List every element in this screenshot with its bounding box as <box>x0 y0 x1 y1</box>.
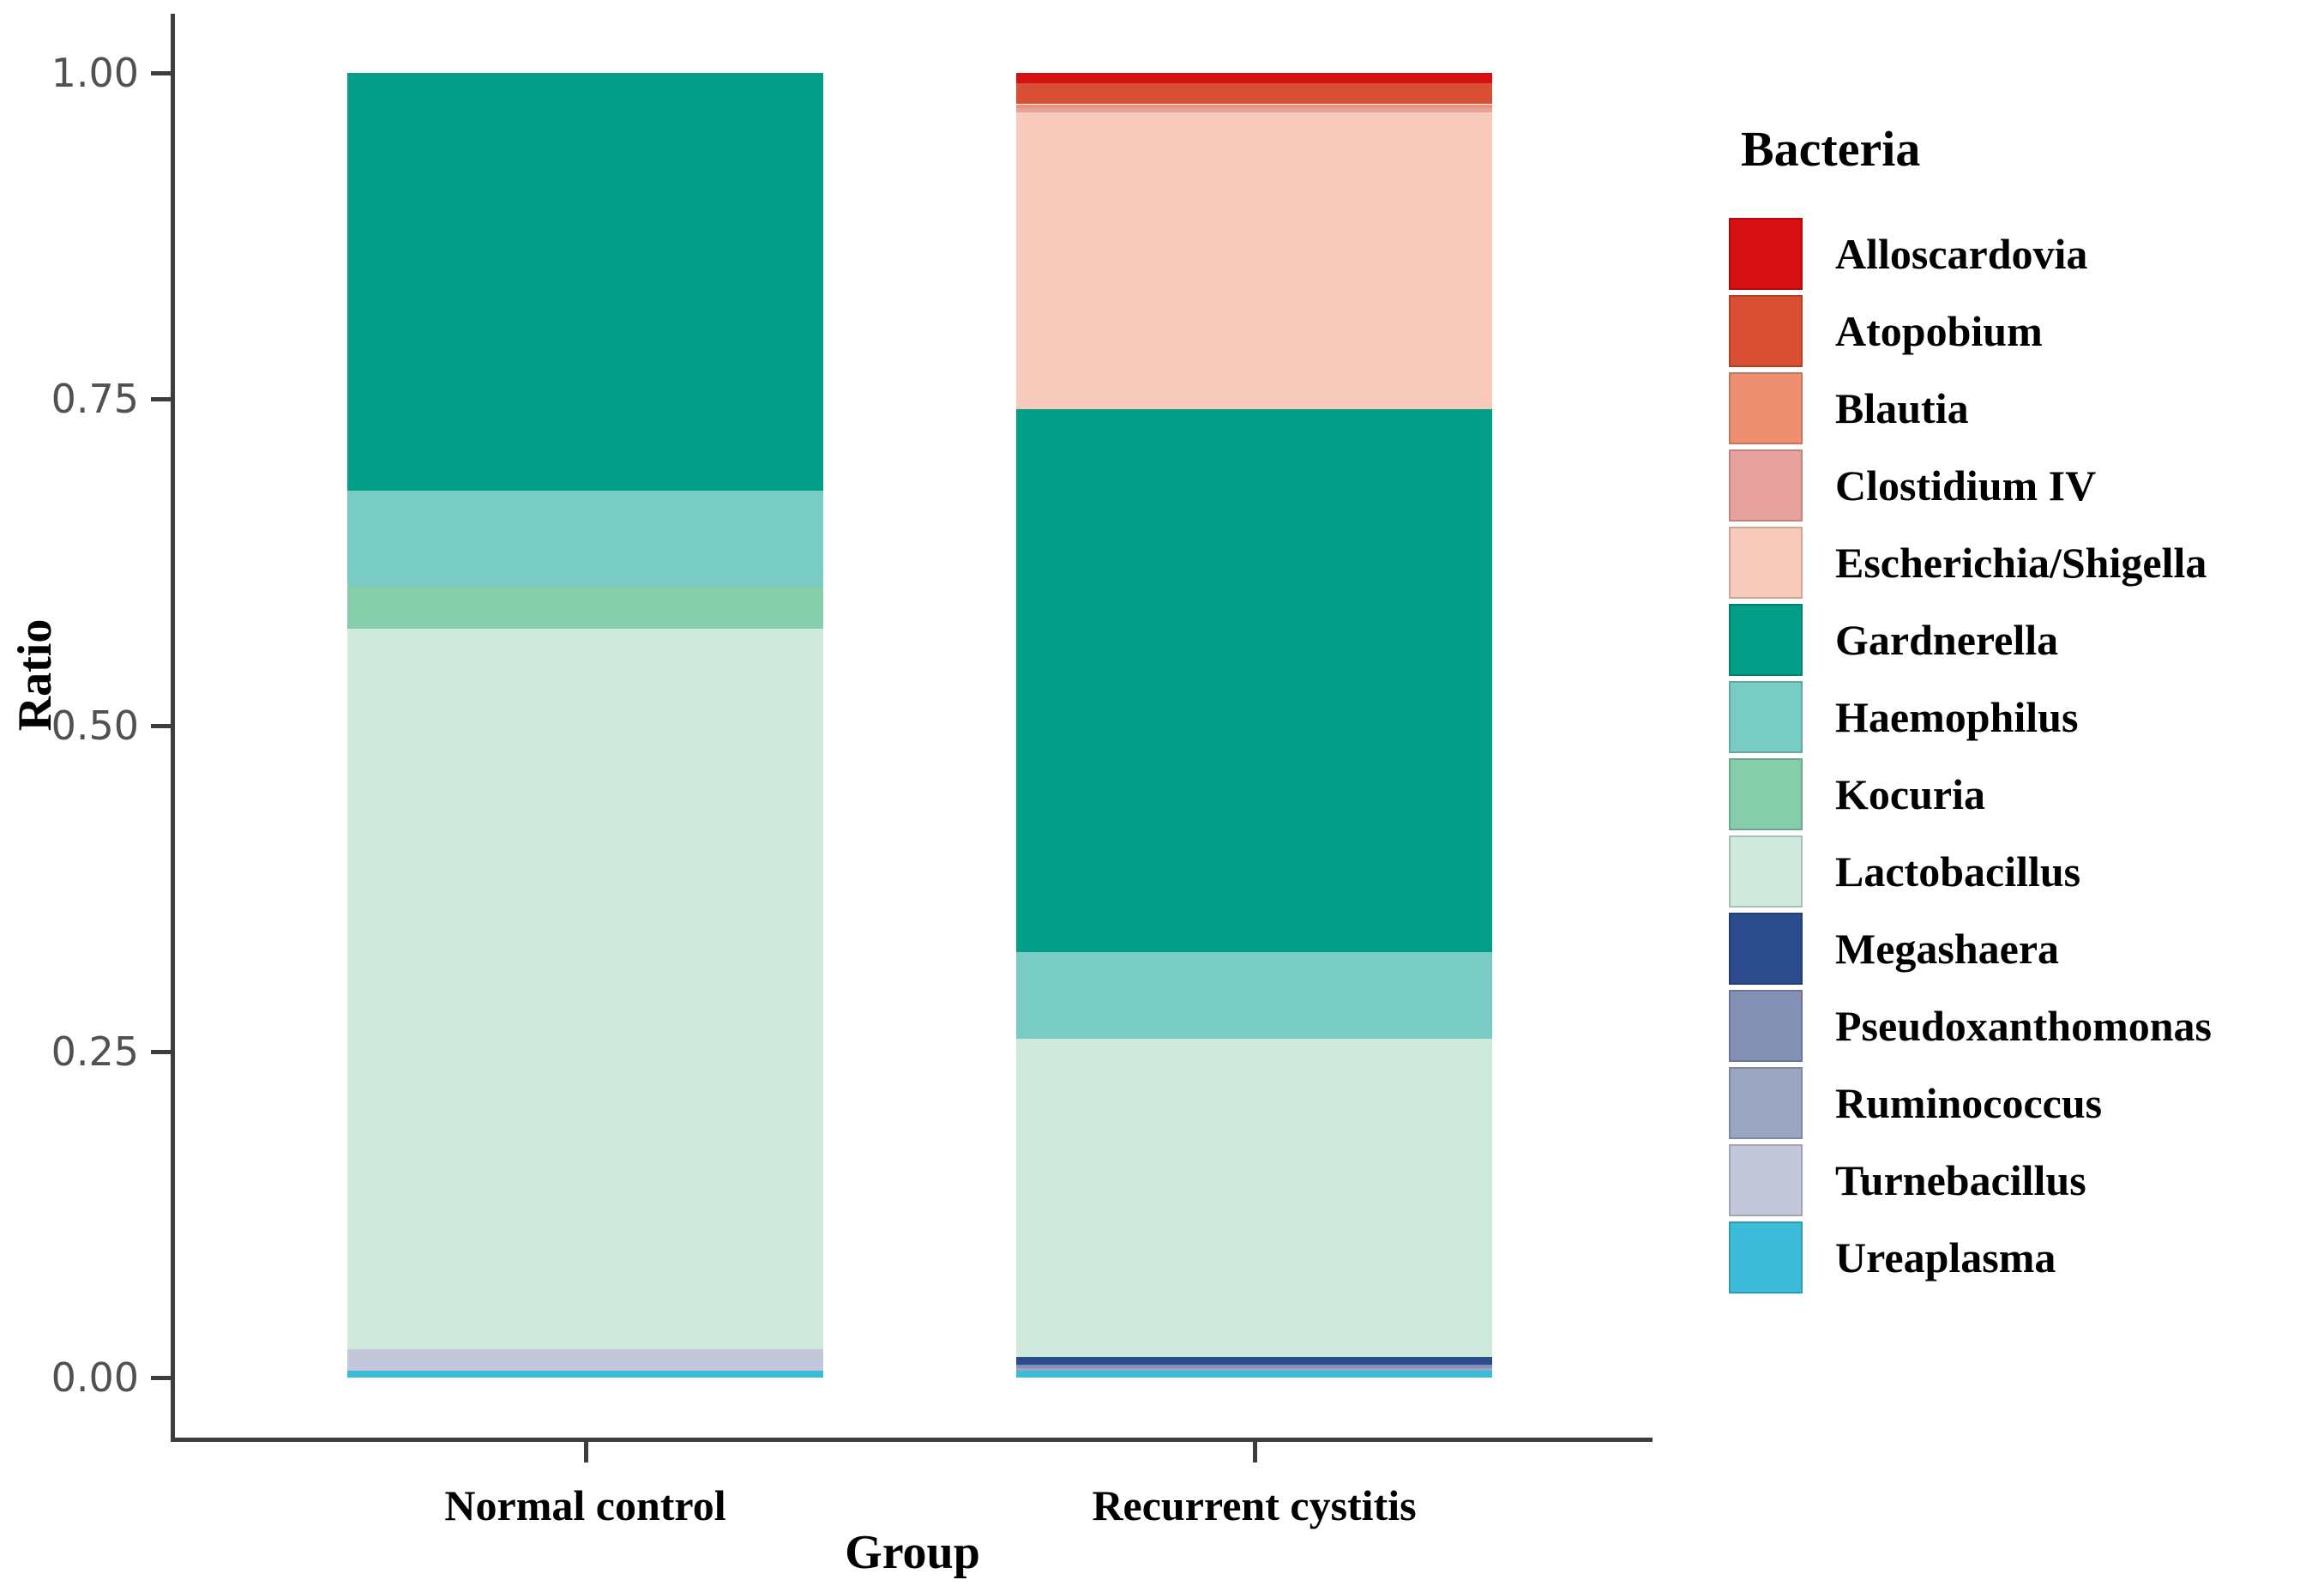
bar-segment-recurrent-cystitis-pseudoxanthomonas <box>1016 1364 1492 1369</box>
bar-segment-recurrent-cystitis-clostidium-iv <box>1016 108 1492 112</box>
legend-swatch-pseudoxanthomonas <box>1729 990 1803 1062</box>
bar-normal-control <box>347 73 823 1378</box>
legend-label-haemophilus: Haemophilus <box>1835 693 2079 741</box>
legend-swatch-haemophilus <box>1729 681 1803 753</box>
legend-item-lactobacillus: Lactobacillus <box>1729 833 2321 910</box>
legend-title: Bacteria <box>1741 121 1921 177</box>
bar-segment-recurrent-cystitis-atopobium <box>1016 83 1492 105</box>
bar-segment-recurrent-cystitis-blautia <box>1016 104 1492 109</box>
legend-swatch-ureaplasma <box>1729 1221 1803 1294</box>
legend-item-gardnerella: Gardnerella <box>1729 601 2321 678</box>
legend-item-pseudoxanthomonas: Pseudoxanthomonas <box>1729 987 2321 1064</box>
y-axis-title: Ratio <box>9 618 62 732</box>
legend-swatch-atopobium <box>1729 295 1803 367</box>
bar-segment-recurrent-cystitis-ureaplasma <box>1016 1371 1492 1378</box>
bar-segment-recurrent-cystitis-alloscardovia <box>1016 73 1492 84</box>
bar-segment-normal-control-kocuria <box>347 585 823 629</box>
legend-label-turnebacillus: Turnebacillus <box>1835 1156 2086 1204</box>
bar-segment-normal-control-haemophilus <box>347 490 823 586</box>
bar-segment-normal-control-ureaplasma <box>347 1371 823 1378</box>
legend-item-escherichia-shigella: Escherichia/Shigella <box>1729 524 2321 601</box>
bar-segment-normal-control-lactobacillus <box>347 628 823 1349</box>
legend-item-megashaera: Megashaera <box>1729 910 2321 987</box>
y-tick-mark-0.25 <box>151 1049 172 1054</box>
legend-label-alloscardovia: Alloscardovia <box>1835 230 2088 278</box>
legend: Bacteria Alloscardovia Atopobium Blautia Cl… <box>1729 120 2321 1296</box>
legend-swatch-blautia <box>1729 372 1803 444</box>
y-tick-label-1.00: 1.00 <box>51 50 139 96</box>
legend-item-clostidium-iv: Clostidium IV <box>1729 447 2321 524</box>
legend-swatch-turnebacillus <box>1729 1144 1803 1216</box>
legend-label-megashaera: Megashaera <box>1835 925 2060 973</box>
bar-segment-recurrent-cystitis-lactobacillus <box>1016 1038 1492 1357</box>
legend-item-ruminococcus: Ruminococcus <box>1729 1064 2321 1142</box>
legend-swatch-clostidium-iv <box>1729 449 1803 522</box>
legend-swatch-gardnerella <box>1729 604 1803 676</box>
y-tick-label-0.75: 0.75 <box>51 376 139 423</box>
legend-swatch-alloscardovia <box>1729 218 1803 290</box>
legend-label-ureaplasma: Ureaplasma <box>1835 1233 2056 1281</box>
legend-swatch-megashaera <box>1729 913 1803 985</box>
x-tick-mark-recurrent-cystitis <box>1252 1442 1257 1462</box>
bar-segment-recurrent-cystitis-gardnerella <box>1016 409 1492 953</box>
legend-item-kocuria: Kocuria <box>1729 756 2321 833</box>
bar-recurrent-cystitis <box>1016 73 1492 1378</box>
y-tick-label-0.00: 0.00 <box>51 1354 139 1401</box>
legend-item-blautia: Blautia <box>1729 370 2321 447</box>
y-tick-mark-0.50 <box>151 723 172 728</box>
x-axis-title: Group <box>845 1526 980 1579</box>
legend-label-kocuria: Kocuria <box>1835 770 1985 818</box>
y-tick-mark-1.00 <box>151 71 172 75</box>
y-axis-line <box>171 14 175 1442</box>
legend-swatch-lactobacillus <box>1729 835 1803 908</box>
legend-label-lactobacillus: Lactobacillus <box>1835 847 2081 896</box>
legend-label-atopobium: Atopobium <box>1835 307 2043 355</box>
bar-segment-recurrent-cystitis-haemophilus <box>1016 952 1492 1039</box>
legend-item-alloscardovia: Alloscardovia <box>1729 215 2321 292</box>
bar-segment-recurrent-cystitis-escherichia-shigella <box>1016 112 1492 410</box>
category-label-recurrent-cystitis: Recurrent cystitis <box>1092 1481 1417 1529</box>
legend-label-escherichia-shigella: Escherichia/Shigella <box>1835 539 2207 587</box>
legend-label-gardnerella: Gardnerella <box>1835 616 2059 664</box>
bar-segment-recurrent-cystitis-megashaera <box>1016 1356 1492 1365</box>
legend-label-pseudoxanthomonas: Pseudoxanthomonas <box>1835 1002 2212 1050</box>
bar-segment-normal-control-turnebacillus <box>347 1348 823 1372</box>
bar-segment-recurrent-cystitis-ruminococcus <box>1016 1368 1492 1372</box>
legend-item-turnebacillus: Turnebacillus <box>1729 1142 2321 1219</box>
x-axis-line <box>171 1438 1653 1442</box>
legend-items: Alloscardovia Atopobium Blautia Clostidium … <box>1729 215 2321 1296</box>
y-tick-mark-0.75 <box>151 397 172 402</box>
legend-item-ureaplasma: Ureaplasma <box>1729 1219 2321 1296</box>
legend-swatch-kocuria <box>1729 758 1803 830</box>
y-tick-label-0.50: 0.50 <box>51 702 139 749</box>
legend-item-atopobium: Atopobium <box>1729 292 2321 370</box>
legend-item-haemophilus: Haemophilus <box>1729 678 2321 756</box>
bar-segment-normal-control-gardnerella <box>347 73 823 491</box>
y-tick-mark-0.00 <box>151 1376 172 1380</box>
legend-swatch-ruminococcus <box>1729 1067 1803 1139</box>
x-tick-mark-normal-control <box>583 1442 588 1462</box>
category-label-normal-control: Normal control <box>444 1481 726 1529</box>
legend-swatch-escherichia-shigella <box>1729 527 1803 599</box>
y-tick-label-0.25: 0.25 <box>51 1028 139 1075</box>
legend-label-blautia: Blautia <box>1835 384 1969 432</box>
legend-label-clostidium-iv: Clostidium IV <box>1835 461 2097 510</box>
legend-label-ruminococcus: Ruminococcus <box>1835 1079 2103 1127</box>
